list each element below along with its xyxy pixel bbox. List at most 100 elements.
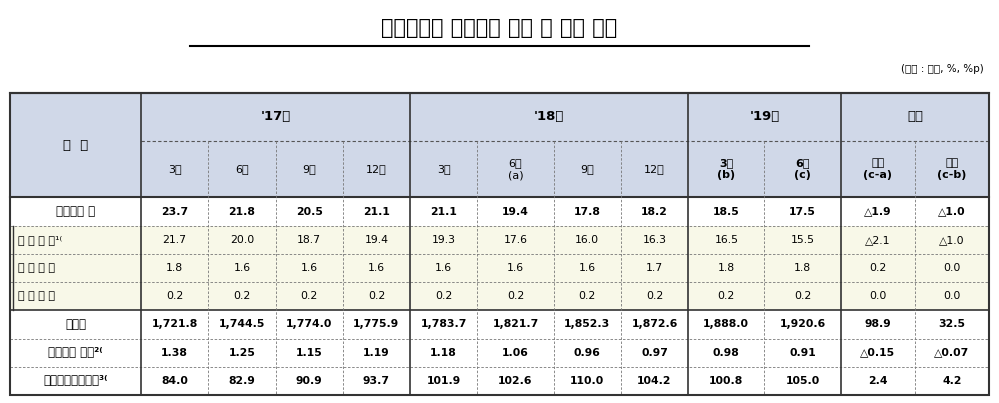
Bar	[688, 141, 764, 197]
Text: 82.9: 82.9	[229, 376, 256, 386]
Text: 1.6: 1.6	[368, 263, 385, 273]
Text: 3말
(b): 3말 (b)	[717, 158, 735, 181]
Text: 분기
(c-b): 분기 (c-b)	[937, 158, 967, 181]
Text: 104.2: 104.2	[637, 376, 671, 386]
Text: 0.0: 0.0	[869, 291, 886, 301]
Text: 신 용 카 드: 신 용 카 드	[18, 291, 55, 301]
Text: 0.2: 0.2	[301, 291, 318, 301]
Text: 0.0: 0.0	[943, 263, 961, 273]
Bar	[410, 93, 688, 141]
Text: 19.4: 19.4	[502, 207, 528, 216]
Text: '17년: '17년	[261, 110, 291, 123]
Text: 0.2: 0.2	[578, 291, 595, 301]
Text: 18.2: 18.2	[641, 207, 668, 216]
Bar	[10, 339, 989, 367]
Bar	[410, 141, 478, 197]
Text: 0.91: 0.91	[789, 348, 816, 357]
Text: 16.0: 16.0	[575, 235, 599, 245]
Text: 1.6: 1.6	[301, 263, 318, 273]
Text: 부실채권 비율²⁽: 부실채권 비율²⁽	[48, 346, 103, 359]
Bar	[10, 282, 989, 310]
Text: 6말
(c): 6말 (c)	[794, 158, 811, 181]
Text: 부실채권 게: 부실채권 게	[56, 205, 95, 218]
Text: 32.5: 32.5	[938, 320, 965, 329]
Text: 102.6: 102.6	[499, 376, 532, 386]
Text: 1.38: 1.38	[161, 348, 188, 357]
Text: 19.3: 19.3	[432, 235, 456, 245]
Text: '18년: '18년	[533, 110, 564, 123]
Text: 17.8: 17.8	[573, 207, 600, 216]
Bar	[10, 226, 989, 254]
Bar	[209, 141, 276, 197]
Text: 12말: 12말	[366, 164, 387, 174]
Text: 0.2: 0.2	[506, 291, 524, 301]
Text: 18.5: 18.5	[713, 207, 739, 216]
Text: 0.2: 0.2	[794, 291, 811, 301]
Text: △2.1: △2.1	[865, 235, 891, 245]
Text: 3말: 3말	[437, 164, 451, 174]
Bar	[478, 141, 553, 197]
Text: 16.5: 16.5	[714, 235, 738, 245]
Text: 100.8: 100.8	[709, 376, 743, 386]
Bar	[10, 197, 989, 226]
Text: 17.6: 17.6	[503, 235, 527, 245]
Bar	[553, 141, 621, 197]
Text: 21.8: 21.8	[229, 207, 256, 216]
Bar	[915, 141, 989, 197]
Text: 0.2: 0.2	[166, 291, 183, 301]
Text: 1,744.5: 1,744.5	[219, 320, 265, 329]
Bar	[764, 141, 841, 197]
Text: 16.3: 16.3	[642, 235, 666, 245]
Bar	[10, 93, 989, 395]
Text: 101.9: 101.9	[427, 376, 461, 386]
Text: 98.9: 98.9	[864, 320, 891, 329]
Text: 1,821.7: 1,821.7	[493, 320, 538, 329]
Bar	[841, 93, 989, 141]
Text: '19년: '19년	[749, 110, 779, 123]
Text: 1.7: 1.7	[646, 263, 663, 273]
Text: 0.97: 0.97	[641, 348, 668, 357]
Text: 110.0: 110.0	[570, 376, 604, 386]
Text: (단위 : 조원, %, %p): (단위 : 조원, %, %p)	[901, 64, 984, 73]
Text: 1.6: 1.6	[506, 263, 524, 273]
Text: 1.18: 1.18	[431, 348, 457, 357]
Bar	[276, 141, 343, 197]
Text: 1.6: 1.6	[578, 263, 595, 273]
Text: 90.9: 90.9	[296, 376, 323, 386]
Text: 84.0: 84.0	[161, 376, 188, 386]
Text: 0.2: 0.2	[869, 263, 886, 273]
Text: 0.2: 0.2	[234, 291, 251, 301]
Text: 0.2: 0.2	[717, 291, 735, 301]
Text: △1.0: △1.0	[939, 235, 965, 245]
Text: 9말: 9말	[303, 164, 316, 174]
Bar	[841, 141, 915, 197]
Text: 1.8: 1.8	[717, 263, 735, 273]
Text: 증감: 증감	[907, 110, 923, 123]
Text: 0.2: 0.2	[646, 291, 663, 301]
Text: 21.1: 21.1	[363, 207, 390, 216]
Text: △0.15: △0.15	[860, 348, 895, 357]
Text: 1,852.3: 1,852.3	[564, 320, 610, 329]
Text: 연간
(c-a): 연간 (c-a)	[863, 158, 892, 181]
Text: 1,920.6: 1,920.6	[779, 320, 826, 329]
Bar	[141, 141, 209, 197]
Text: 105.0: 105.0	[785, 376, 820, 386]
Text: 1.8: 1.8	[794, 263, 811, 273]
Text: 1.6: 1.6	[436, 263, 453, 273]
Text: 18.7: 18.7	[297, 235, 321, 245]
Text: 0.2: 0.2	[435, 291, 453, 301]
Text: 1.25: 1.25	[229, 348, 256, 357]
Text: △1.9: △1.9	[864, 207, 892, 216]
Bar	[141, 93, 410, 141]
Text: 1.19: 1.19	[363, 348, 390, 357]
Bar	[688, 93, 841, 141]
Text: 1,775.9: 1,775.9	[354, 320, 400, 329]
Text: 93.7: 93.7	[363, 376, 390, 386]
Text: 1,721.8: 1,721.8	[152, 320, 198, 329]
Text: 9말: 9말	[580, 164, 594, 174]
Text: 15.5: 15.5	[790, 235, 814, 245]
Text: 구  분: 구 분	[63, 139, 88, 152]
Text: 1.8: 1.8	[166, 263, 183, 273]
Text: 2.4: 2.4	[868, 376, 888, 386]
Text: 1.15: 1.15	[296, 348, 323, 357]
